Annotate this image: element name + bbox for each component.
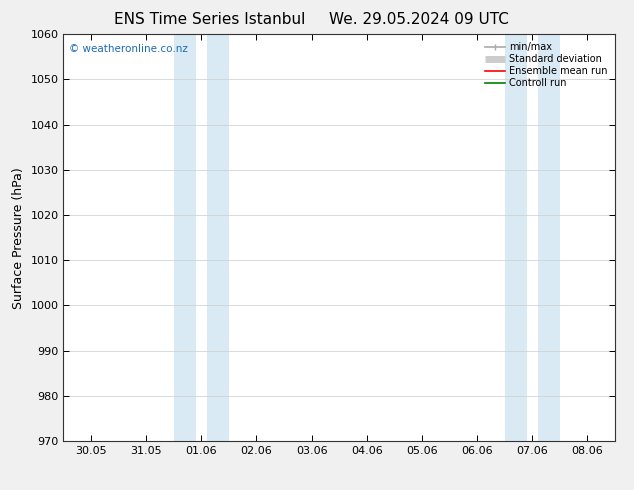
Text: ENS Time Series Istanbul: ENS Time Series Istanbul (113, 12, 305, 27)
Bar (538, 34, 560, 441)
Text: We. 29.05.2024 09 UTC: We. 29.05.2024 09 UTC (328, 12, 508, 27)
Bar (174, 34, 196, 441)
Bar (207, 34, 229, 441)
Bar (505, 34, 527, 441)
Text: © weatheronline.co.nz: © weatheronline.co.nz (69, 45, 188, 54)
Legend: min/max, Standard deviation, Ensemble mean run, Controll run: min/max, Standard deviation, Ensemble me… (482, 39, 610, 91)
Y-axis label: Surface Pressure (hPa): Surface Pressure (hPa) (12, 167, 25, 309)
